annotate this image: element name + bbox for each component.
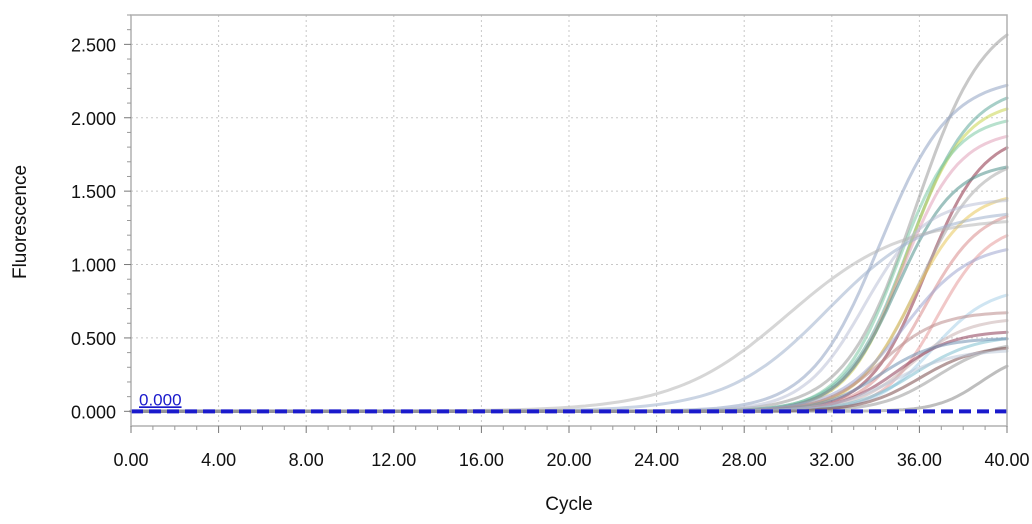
y-tick-label: 2.000	[71, 109, 116, 129]
x-tick-label: 12.00	[371, 450, 416, 470]
y-tick-label: 1.000	[71, 256, 116, 276]
x-tick-label: 4.00	[201, 450, 236, 470]
y-axis-title: Fluorescence	[10, 165, 31, 279]
x-tick-label: 0.00	[113, 450, 148, 470]
y-tick-label: 2.500	[71, 35, 116, 55]
y-tick-label: 0.000	[71, 402, 116, 422]
threshold-label: 0.000	[139, 390, 182, 409]
x-axis-title: Cycle	[545, 494, 593, 515]
threshold: 0.000	[131, 390, 1007, 414]
x-tick-label: 40.00	[984, 450, 1029, 470]
x-tick-label: 16.00	[459, 450, 504, 470]
y-tick-label: 1.500	[71, 182, 116, 202]
x-tick-label: 24.00	[634, 450, 679, 470]
x-tick-label: 8.00	[289, 450, 324, 470]
x-tick-label: 20.00	[546, 450, 591, 470]
x-tick-label: 36.00	[897, 450, 942, 470]
axes: 0.00 4.00 8.00 12.00 16.00 20.00 24.00 28.00 32.…	[71, 14, 1030, 470]
x-tick-label: 32.00	[809, 450, 854, 470]
y-tick-label: 0.500	[71, 329, 116, 349]
x-tick-label: 28.00	[722, 450, 767, 470]
